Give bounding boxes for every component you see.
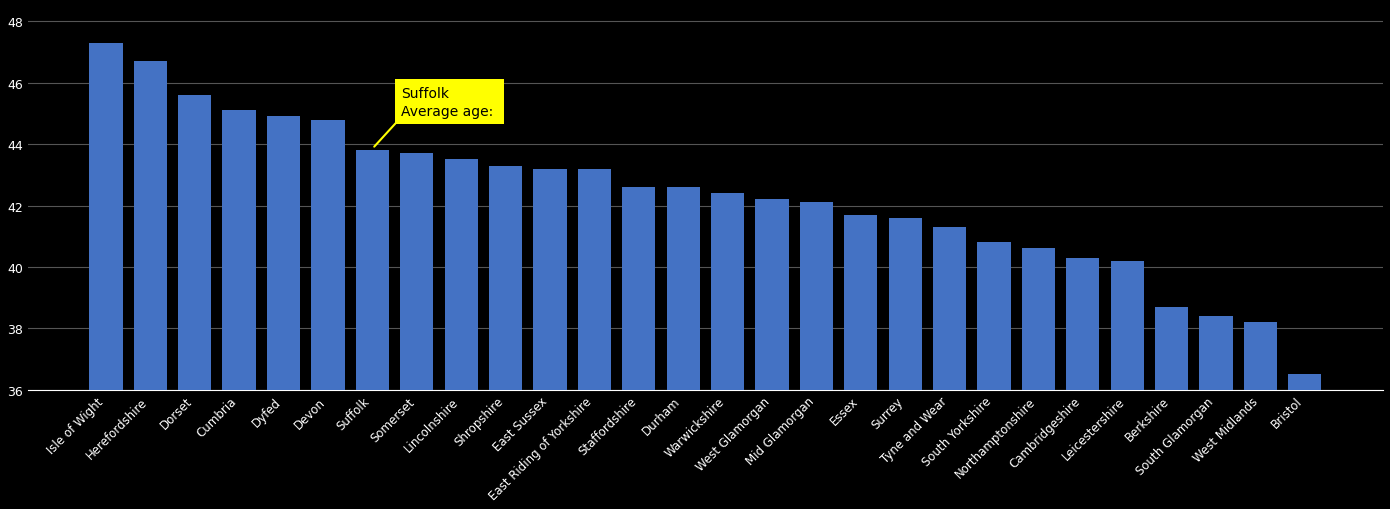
Bar: [1200, 317, 1233, 509]
Bar: [578, 169, 612, 509]
Bar: [1289, 375, 1322, 509]
Bar: [844, 215, 877, 509]
Bar: [977, 243, 1011, 509]
Bar: [933, 228, 966, 509]
Bar: [1244, 323, 1277, 509]
Bar: [623, 188, 656, 509]
Bar: [311, 120, 345, 509]
Bar: [1111, 261, 1144, 509]
Bar: [445, 160, 478, 509]
Bar: [356, 151, 389, 509]
Bar: [1155, 307, 1188, 509]
Bar: [888, 218, 922, 509]
Bar: [1066, 258, 1099, 509]
Bar: [178, 96, 211, 509]
Bar: [222, 111, 256, 509]
Bar: [799, 203, 833, 509]
Bar: [400, 154, 434, 509]
Bar: [89, 44, 122, 509]
Bar: [710, 194, 744, 509]
Bar: [1022, 249, 1055, 509]
Bar: [133, 62, 167, 509]
Bar: [267, 117, 300, 509]
Bar: [755, 200, 788, 509]
Bar: [667, 188, 699, 509]
Text: 43.8: 43.8: [606, 105, 639, 119]
Bar: [489, 166, 523, 509]
Bar: [534, 169, 567, 509]
Text: Suffolk
Average age:: Suffolk Average age:: [402, 87, 498, 119]
